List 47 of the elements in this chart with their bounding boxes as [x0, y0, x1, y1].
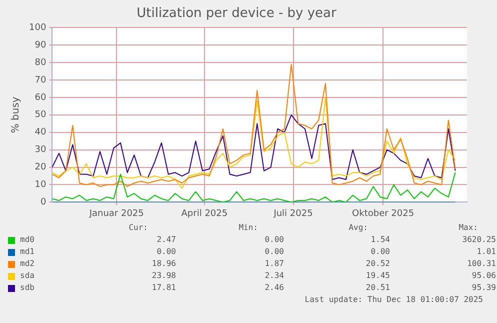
- legend-label: sdb: [20, 282, 36, 294]
- text: 95.39: [470, 282, 496, 294]
- text: 20.51: [364, 282, 390, 294]
- text: 0.00: [156, 246, 176, 258]
- legend-label: md2: [20, 258, 36, 270]
- text: Avg:: [348, 222, 368, 234]
- y-tick-label: 80: [34, 58, 46, 68]
- text: 1.01: [476, 246, 496, 258]
- y-tick-label: 10: [34, 180, 46, 190]
- y-axis-title: % busy: [10, 96, 22, 134]
- legend-label: md0: [20, 234, 36, 246]
- text: 20.52: [364, 258, 390, 270]
- text: 0.00: [264, 246, 284, 258]
- text: 17.81: [150, 282, 176, 294]
- text: 2.47: [156, 234, 176, 246]
- text: 3620.25: [461, 234, 496, 246]
- text: Min:: [238, 222, 258, 234]
- legend-label: md1: [20, 246, 36, 258]
- y-tick-label: 60: [34, 92, 46, 103]
- y-tick-label: 30: [34, 145, 46, 156]
- y-tick-label: 40: [34, 128, 46, 138]
- text: 0.00: [264, 234, 284, 246]
- text: 23.98: [150, 270, 176, 282]
- x-tick-label: Juli 2025: [272, 208, 313, 219]
- text: 100.31: [466, 258, 496, 270]
- text: 1.87: [264, 258, 284, 270]
- text: 1.54: [370, 234, 390, 246]
- text: Max:: [458, 222, 478, 234]
- y-tick-label: 50: [34, 110, 46, 120]
- y-tick-label: 20: [34, 162, 46, 173]
- text: 19.45: [364, 270, 390, 282]
- text: 2.46: [264, 282, 284, 294]
- text: 0.00: [370, 246, 390, 258]
- text: 18.96: [150, 258, 176, 270]
- x-tick-label: Januar 2025: [88, 208, 144, 219]
- y-tick-label: 70: [34, 75, 46, 86]
- text: Last update: Thu Dec 18 01:00:07 2025: [304, 294, 484, 306]
- text: 95.06: [470, 270, 496, 282]
- y-tick-label: 90: [34, 40, 46, 50]
- x-tick-label: Oktober 2025: [352, 208, 414, 219]
- chart-title: Utilization per device - by year: [136, 6, 338, 22]
- legend-label: sda: [20, 270, 36, 282]
- text: Cur:: [128, 222, 148, 234]
- y-tick-label: 0: [40, 198, 46, 208]
- y-tick-label: 100: [28, 22, 46, 33]
- x-tick-label: April 2025: [181, 208, 228, 219]
- text: 2.34: [264, 270, 284, 282]
